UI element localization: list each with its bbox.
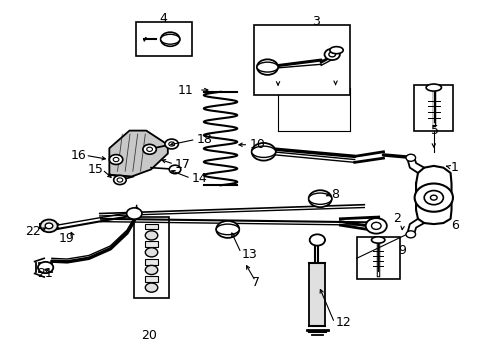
Text: 1: 1	[449, 161, 458, 174]
Circle shape	[256, 59, 278, 75]
Text: 22: 22	[25, 225, 41, 238]
Circle shape	[113, 157, 119, 162]
Circle shape	[117, 178, 122, 182]
Ellipse shape	[216, 224, 239, 235]
Ellipse shape	[329, 47, 343, 54]
Circle shape	[165, 36, 174, 42]
Bar	[413, 85, 452, 131]
Polygon shape	[109, 131, 167, 176]
Text: 16: 16	[70, 149, 86, 162]
Circle shape	[308, 190, 331, 207]
Circle shape	[145, 231, 158, 240]
Text: 15: 15	[87, 163, 103, 176]
Text: 17: 17	[175, 158, 190, 171]
Bar	[144, 276, 158, 282]
Text: 13: 13	[242, 248, 257, 261]
Circle shape	[324, 49, 339, 60]
Circle shape	[145, 265, 158, 275]
Text: 10: 10	[249, 138, 264, 151]
Text: 11: 11	[177, 84, 193, 96]
Circle shape	[41, 220, 58, 232]
Ellipse shape	[160, 34, 180, 44]
Text: 3: 3	[312, 15, 320, 28]
Circle shape	[405, 231, 415, 238]
Text: 18: 18	[196, 133, 212, 146]
Circle shape	[314, 195, 325, 203]
Bar	[308, 263, 325, 327]
Text: 6: 6	[450, 219, 458, 232]
Text: 19: 19	[59, 232, 74, 245]
Ellipse shape	[308, 193, 331, 204]
Ellipse shape	[256, 62, 278, 72]
Ellipse shape	[425, 84, 441, 91]
Text: 8: 8	[330, 188, 338, 201]
Ellipse shape	[371, 237, 384, 243]
Text: 12: 12	[335, 316, 350, 329]
Text: 21: 21	[37, 267, 53, 280]
Circle shape	[164, 139, 178, 149]
Circle shape	[38, 262, 53, 273]
Circle shape	[328, 52, 335, 57]
Circle shape	[414, 184, 452, 212]
Circle shape	[168, 142, 174, 146]
Bar	[356, 237, 399, 279]
Circle shape	[405, 154, 415, 161]
Circle shape	[222, 225, 232, 233]
Circle shape	[216, 221, 239, 238]
Bar	[144, 224, 158, 229]
Bar	[134, 217, 168, 298]
Text: 14: 14	[191, 172, 207, 185]
Circle shape	[145, 248, 158, 257]
Circle shape	[257, 148, 269, 156]
Text: 9: 9	[397, 244, 405, 257]
Text: 2: 2	[392, 212, 400, 225]
Text: 20: 20	[141, 329, 156, 342]
Circle shape	[365, 218, 386, 234]
Circle shape	[126, 208, 142, 219]
Text: 4: 4	[159, 12, 166, 25]
Circle shape	[309, 234, 325, 246]
Bar	[144, 242, 158, 247]
Circle shape	[142, 144, 156, 154]
Circle shape	[113, 175, 126, 185]
Bar	[254, 25, 349, 95]
Circle shape	[262, 64, 272, 71]
Circle shape	[169, 165, 181, 174]
Ellipse shape	[251, 146, 275, 157]
Bar	[144, 259, 158, 265]
Circle shape	[160, 32, 180, 46]
Text: 7: 7	[252, 276, 260, 289]
Circle shape	[109, 154, 122, 165]
Text: 5: 5	[430, 124, 439, 137]
Bar	[136, 22, 192, 56]
Circle shape	[423, 190, 443, 205]
Circle shape	[251, 143, 275, 161]
Circle shape	[146, 147, 152, 152]
Circle shape	[45, 223, 53, 229]
Circle shape	[145, 283, 158, 292]
Circle shape	[429, 195, 436, 200]
Circle shape	[371, 222, 380, 229]
